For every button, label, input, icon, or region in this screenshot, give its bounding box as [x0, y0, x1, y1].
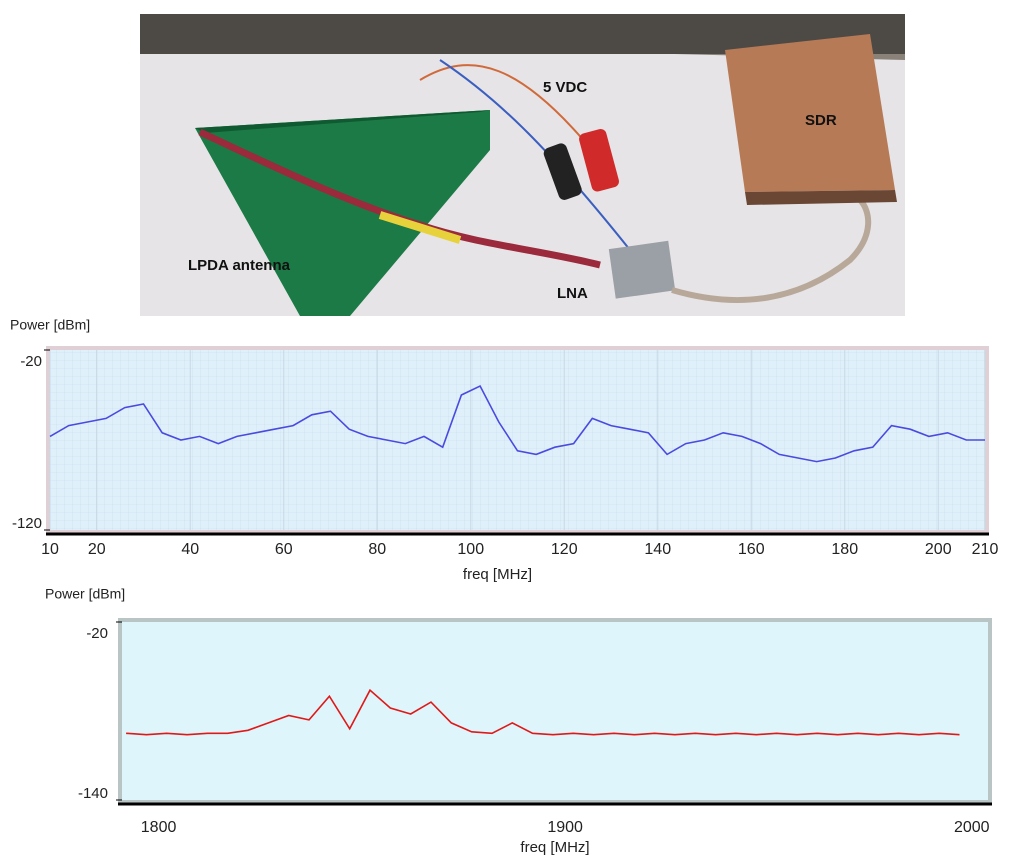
x-tick-label: 10 — [41, 541, 59, 558]
x-tick-label: 20 — [88, 541, 106, 558]
y-tick-label: -140 — [78, 785, 108, 802]
y-axis-label: Power [dBm] — [45, 586, 125, 602]
x-tick-label: 120 — [551, 541, 578, 558]
x-tick-label: 160 — [738, 541, 765, 558]
photo: 5 VDC SDR LPDA antenna LNA — [140, 14, 905, 316]
x-tick-label: 40 — [181, 541, 199, 558]
y-tick-label: -20 — [20, 353, 42, 370]
spectrum-line — [126, 688, 960, 736]
x-tick-label: 100 — [457, 541, 484, 558]
x-tick-label: 60 — [275, 541, 293, 558]
x-tick-label: 80 — [368, 541, 386, 558]
x-tick-label: 200 — [925, 541, 952, 558]
y-axis-label: Power [dBm] — [10, 317, 90, 333]
x-tick-label: 1900 — [547, 819, 583, 836]
photo-label: SDR — [805, 112, 837, 129]
x-tick-label: 140 — [644, 541, 671, 558]
y-tick-label: -20 — [86, 625, 108, 642]
photo-label: 5 VDC — [543, 79, 587, 96]
x-axis-label: freq [MHz] — [520, 839, 589, 856]
x-tick-label: 1800 — [141, 819, 177, 836]
photo-label: LPDA antenna — [188, 257, 291, 274]
x-axis-label: freq [MHz] — [463, 566, 532, 583]
fine-grid — [50, 350, 985, 530]
photo-label: LNA — [557, 285, 588, 302]
x-tick-label: 180 — [831, 541, 858, 558]
spectrum-line — [49, 384, 985, 463]
y-tick-label: -120 — [12, 515, 42, 532]
x-tick-label: 210 — [972, 541, 999, 558]
x-tick-label: 2000 — [954, 819, 990, 836]
plot-area — [122, 622, 988, 800]
